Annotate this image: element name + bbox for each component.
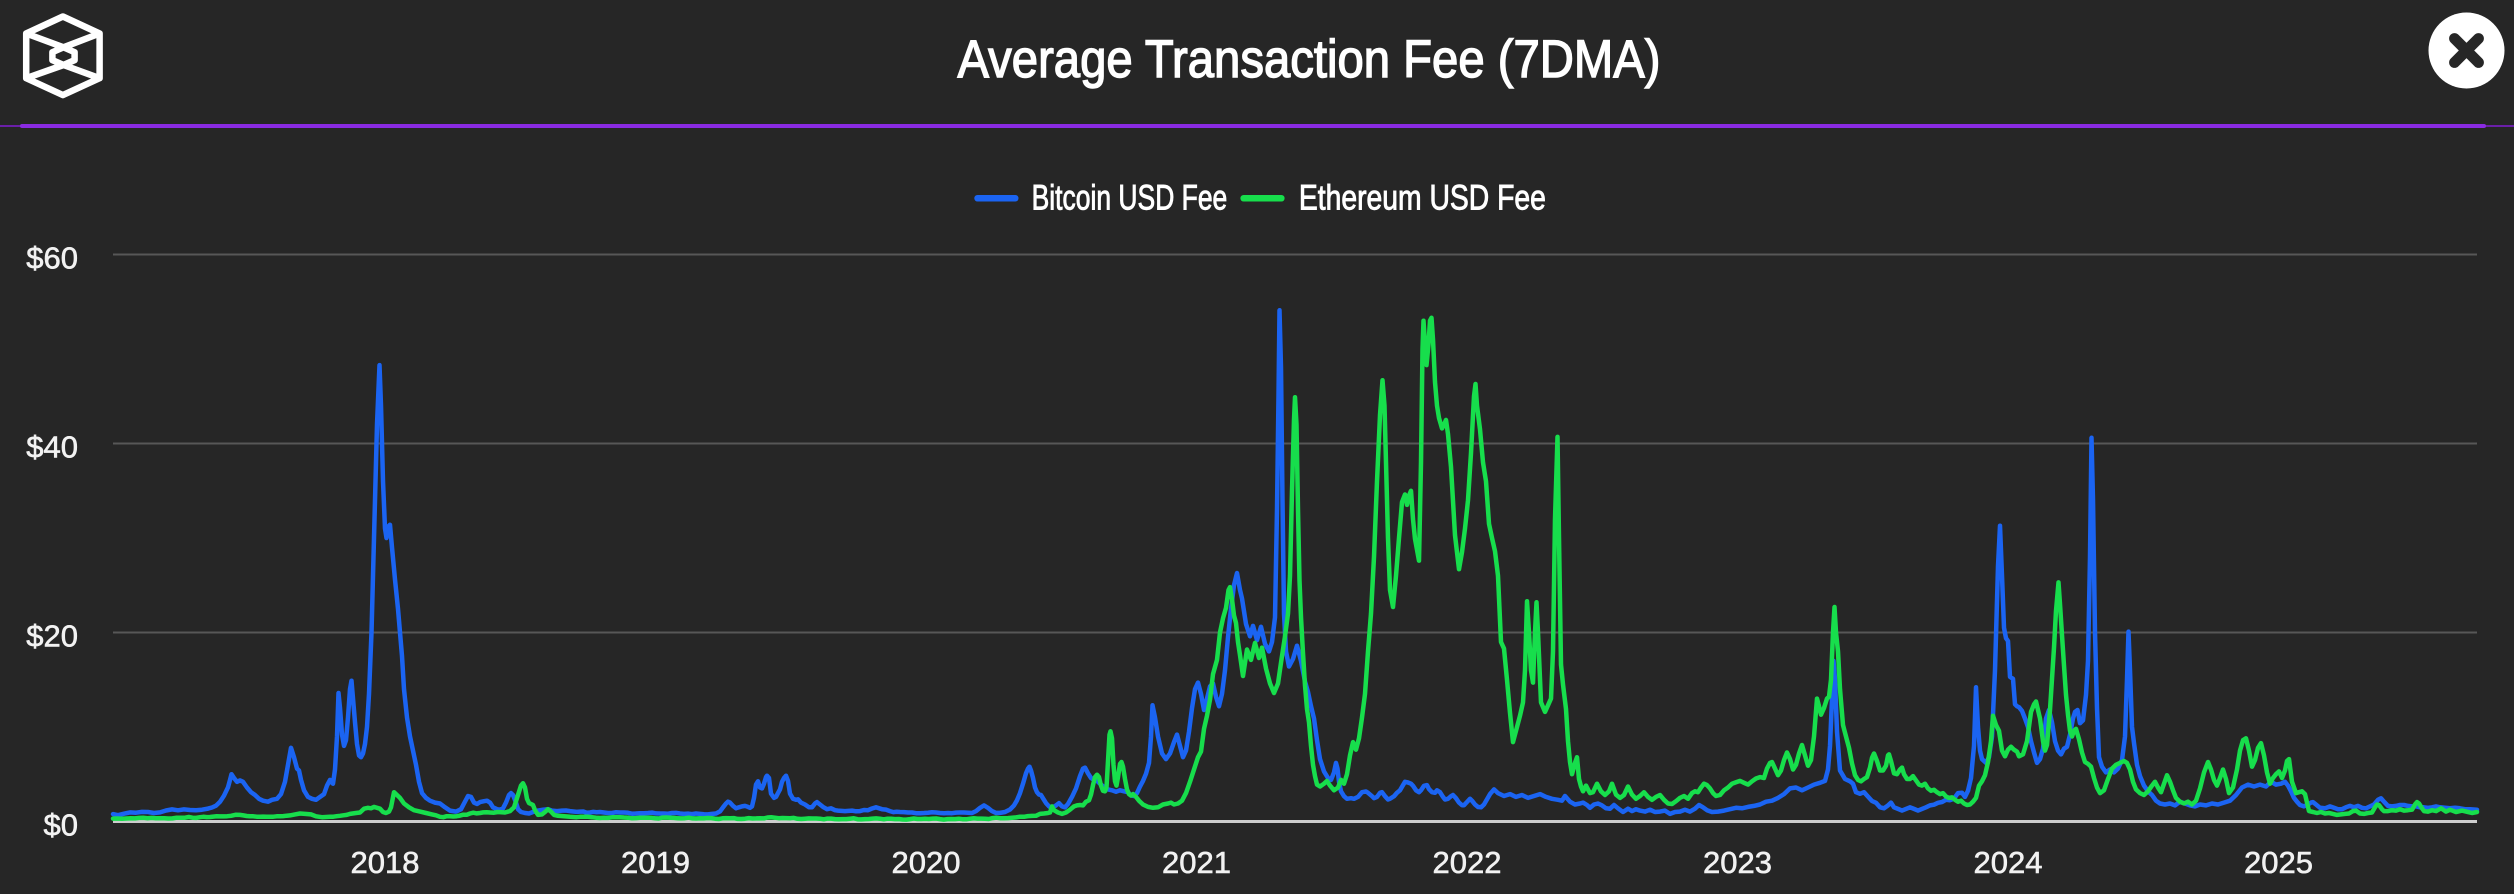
svg-text:2018: 2018 xyxy=(351,845,420,880)
svg-text:2025: 2025 xyxy=(2244,845,2313,880)
svg-text:2023: 2023 xyxy=(1703,845,1772,880)
svg-text:2019: 2019 xyxy=(621,845,690,880)
svg-text:$20: $20 xyxy=(26,619,78,654)
svg-text:$40: $40 xyxy=(26,430,78,465)
svg-text:Average Transaction Fee (7DMA): Average Transaction Fee (7DMA) xyxy=(958,30,1661,89)
svg-text:2022: 2022 xyxy=(1433,845,1502,880)
svg-text:2021: 2021 xyxy=(1162,845,1231,880)
svg-text:2024: 2024 xyxy=(1974,845,2043,880)
svg-text:2020: 2020 xyxy=(892,845,961,880)
svg-text:$0: $0 xyxy=(44,808,78,843)
svg-text:Bitcoin USD Fee: Bitcoin USD Fee xyxy=(1032,178,1228,217)
svg-text:Ethereum USD Fee: Ethereum USD Fee xyxy=(1299,178,1546,217)
svg-text:$60: $60 xyxy=(26,241,78,276)
